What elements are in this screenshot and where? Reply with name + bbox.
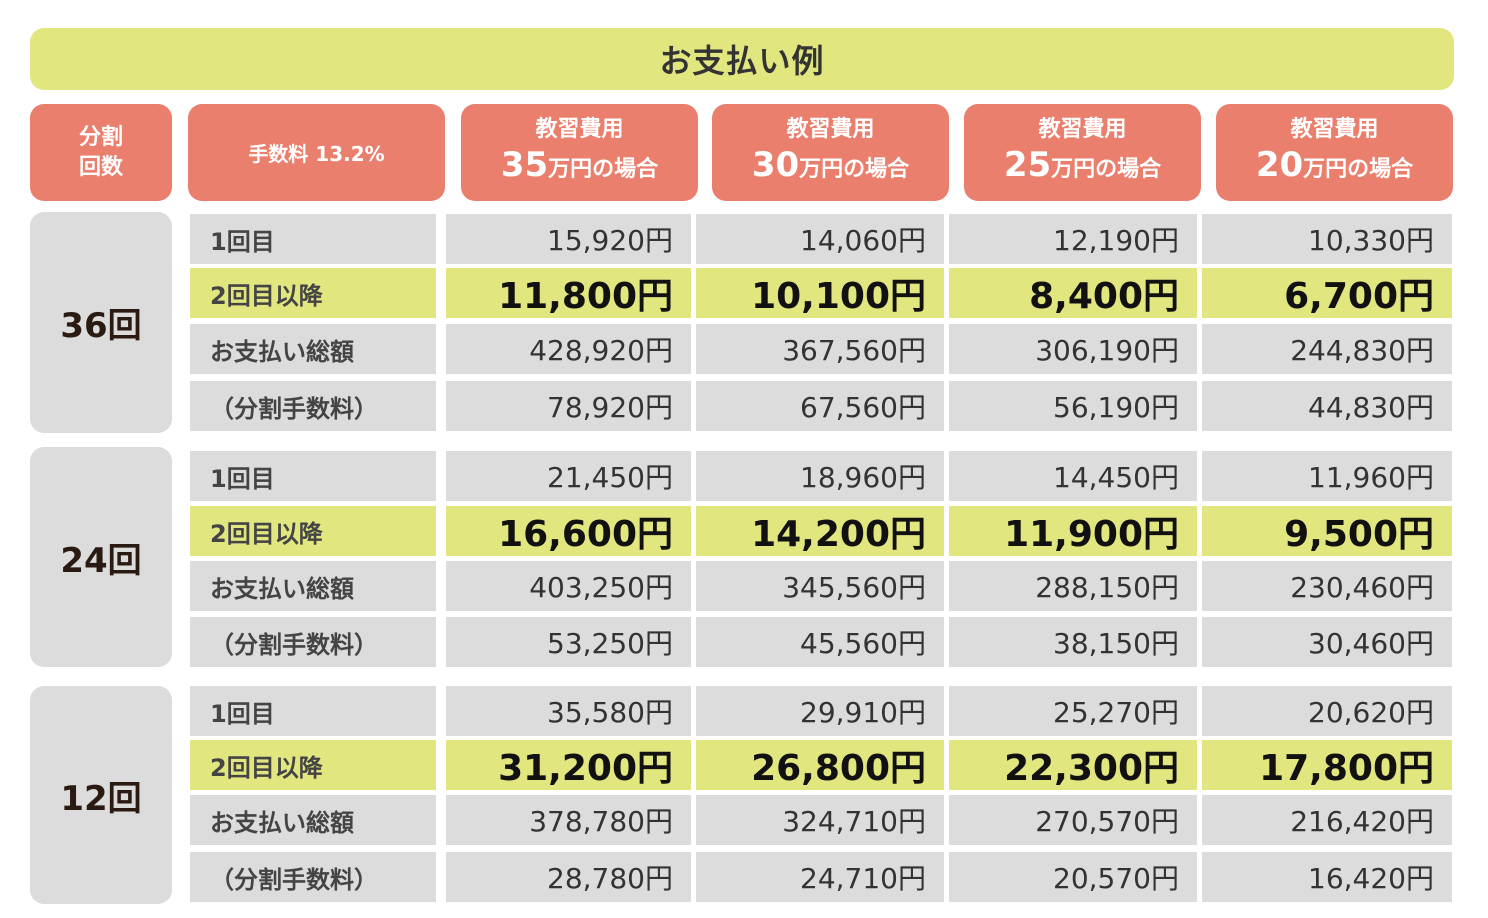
row-label-total: お支払い総額 [190, 795, 436, 845]
cell-value-highlight: 17,800円 [1202, 740, 1452, 790]
cell-value: 21,450円 [446, 451, 691, 501]
header-cost-suffix: 万円の場合 [548, 157, 659, 182]
cell-value-highlight: 6,700円 [1202, 268, 1452, 318]
cell-value: 18,960円 [696, 451, 944, 501]
header-cost-prefix: 教習費用 [535, 117, 624, 142]
header-cost-suffix: 万円の場合 [799, 157, 910, 182]
cell-value-highlight: 16,600円 [446, 506, 691, 556]
cell-value-highlight: 11,800円 [446, 268, 691, 318]
cell-value: 15,920円 [446, 214, 691, 264]
header-fee-rate-label: 手数料 13.2% [248, 142, 385, 166]
cell-value: 16,420円 [1202, 852, 1452, 902]
row-label-first: 1回目 [190, 214, 436, 264]
row-label-total: お支払い総額 [190, 324, 436, 374]
header-cost-prefix: 教習費用 [1290, 117, 1379, 142]
row-label-fee: （分割手数料） [190, 381, 436, 431]
header-cost-20: 教習費用 20 万円の場合 [1216, 104, 1453, 201]
cell-value: 324,710円 [696, 795, 944, 845]
header-cost-amount: 20 [1255, 145, 1304, 185]
cell-value-highlight: 10,100円 [696, 268, 944, 318]
cell-value: 78,920円 [446, 381, 691, 431]
cell-value-highlight: 22,300円 [949, 740, 1197, 790]
header-installments-line2: 回数 [78, 154, 123, 180]
header-cost-amount: 25 [1003, 145, 1052, 185]
cell-value: 53,250円 [446, 617, 691, 667]
cell-value: 14,060円 [696, 214, 944, 264]
row-label-fee: （分割手数料） [190, 852, 436, 902]
row-label-total: お支払い総額 [190, 561, 436, 611]
cell-value: 11,960円 [1202, 451, 1452, 501]
cell-value: 367,560円 [696, 324, 944, 374]
cell-value: 44,830円 [1202, 381, 1452, 431]
cell-value: 38,150円 [949, 617, 1197, 667]
cell-value: 403,250円 [446, 561, 691, 611]
cell-value: 378,780円 [446, 795, 691, 845]
header-cost-suffix: 万円の場合 [1303, 157, 1414, 182]
cell-value: 270,570円 [949, 795, 1197, 845]
cell-value-highlight: 8,400円 [949, 268, 1197, 318]
cell-value: 10,330円 [1202, 214, 1452, 264]
group-label-24: 24回 [30, 447, 172, 667]
cell-value-highlight: 9,500円 [1202, 506, 1452, 556]
cell-value: 20,570円 [949, 852, 1197, 902]
cell-value-highlight: 31,200円 [446, 740, 691, 790]
header-cost-amount: 30 [751, 145, 800, 185]
header-cost-suffix: 万円の場合 [1051, 157, 1162, 182]
cell-value: 428,920円 [446, 324, 691, 374]
cell-value: 12,190円 [949, 214, 1197, 264]
cell-value: 306,190円 [949, 324, 1197, 374]
row-label-fee: （分割手数料） [190, 617, 436, 667]
cell-value-highlight: 26,800円 [696, 740, 944, 790]
header-cost-25: 教習費用 25 万円の場合 [964, 104, 1201, 201]
cell-value: 14,450円 [949, 451, 1197, 501]
cell-value: 56,190円 [949, 381, 1197, 431]
header-cost-prefix: 教習費用 [786, 117, 875, 142]
cell-value: 28,780円 [446, 852, 691, 902]
cell-value: 345,560円 [696, 561, 944, 611]
cell-value: 288,150円 [949, 561, 1197, 611]
header-installments: 分割 回数 [30, 104, 172, 201]
row-label-first: 1回目 [190, 686, 436, 736]
cell-value: 25,270円 [949, 686, 1197, 736]
cell-value: 244,830円 [1202, 324, 1452, 374]
cell-value: 20,620円 [1202, 686, 1452, 736]
header-cost-35: 教習費用 35 万円の場合 [461, 104, 698, 201]
row-label-subsequent: 2回目以降 [190, 740, 436, 790]
cell-value: 29,910円 [696, 686, 944, 736]
header-cost-30: 教習費用 30 万円の場合 [712, 104, 949, 201]
row-label-first: 1回目 [190, 451, 436, 501]
cell-value-highlight: 14,200円 [696, 506, 944, 556]
cell-value: 30,460円 [1202, 617, 1452, 667]
group-label-12: 12回 [30, 686, 172, 904]
cell-value: 216,420円 [1202, 795, 1452, 845]
cell-value: 45,560円 [696, 617, 944, 667]
cell-value: 35,580円 [446, 686, 691, 736]
header-cost-amount: 35 [500, 145, 549, 185]
row-label-subsequent: 2回目以降 [190, 506, 436, 556]
cell-value: 24,710円 [696, 852, 944, 902]
header-fee-rate: 手数料 13.2% [188, 104, 445, 201]
cell-value-highlight: 11,900円 [949, 506, 1197, 556]
header-installments-line1: 分割 [78, 124, 123, 150]
page-title: お支払い例 [30, 28, 1454, 90]
group-label-36: 36回 [30, 212, 172, 433]
cell-value: 230,460円 [1202, 561, 1452, 611]
cell-value: 67,560円 [696, 381, 944, 431]
header-cost-prefix: 教習費用 [1038, 117, 1127, 142]
row-label-subsequent: 2回目以降 [190, 268, 436, 318]
